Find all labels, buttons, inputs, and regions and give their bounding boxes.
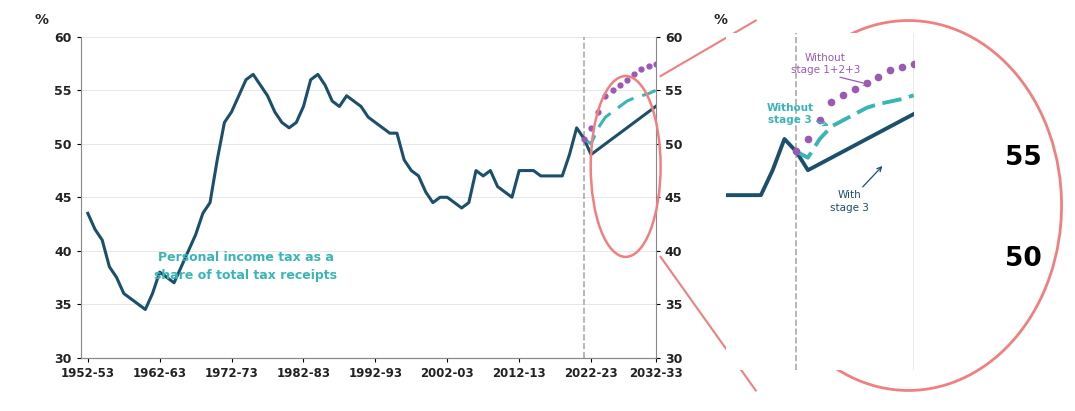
Text: %: % bbox=[714, 14, 728, 28]
Text: Without
stage 1+2+3: Without stage 1+2+3 bbox=[791, 53, 860, 75]
Text: With
stage 3: With stage 3 bbox=[830, 190, 869, 212]
Text: 55: 55 bbox=[1005, 145, 1042, 171]
Text: 50: 50 bbox=[1005, 246, 1042, 272]
Text: Without
stage 3: Without stage 3 bbox=[766, 103, 814, 125]
Text: Personal income tax as a
share of total tax receipts: Personal income tax as a share of total … bbox=[155, 251, 338, 282]
Text: %: % bbox=[34, 14, 48, 28]
